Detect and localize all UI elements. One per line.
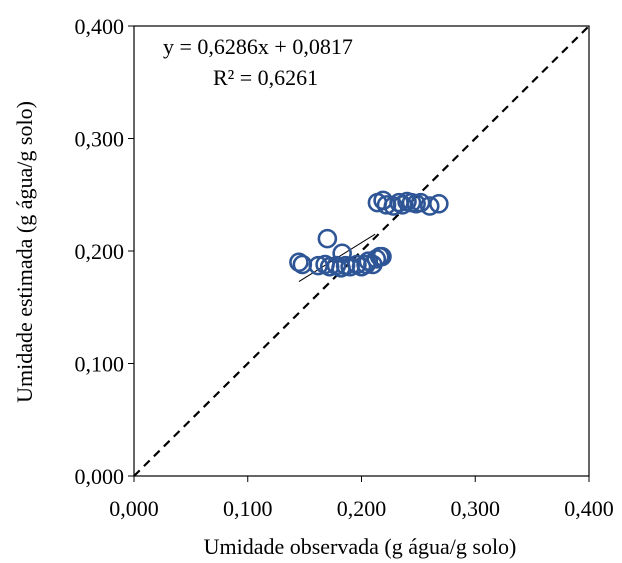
tick-labels: 0,000 0,100 0,200 0,300 0,400 0,000 0,100 0,200…	[75, 14, 614, 521]
data-point	[289, 252, 309, 273]
plot-border	[133, 25, 590, 477]
data-point	[392, 195, 413, 215]
y-tick-label: 0,200	[75, 239, 125, 264]
x-tick-label: 0,200	[337, 496, 387, 521]
data-point	[419, 196, 440, 216]
data-point	[429, 193, 449, 214]
data-point	[358, 251, 379, 271]
x-tick-label: 0,300	[451, 496, 501, 521]
data-point	[332, 243, 352, 264]
data-point	[372, 246, 392, 267]
x-axis-title: Umidade observada (g água/g solo)	[204, 534, 517, 559]
axis-ticks	[128, 25, 590, 482]
y-tick-label: 0,400	[75, 14, 125, 39]
r-squared-label: R² = 0,6261	[213, 65, 318, 90]
data-points	[289, 190, 449, 278]
y-tick-label: 0,000	[75, 464, 125, 489]
y-tick-label: 0,100	[75, 352, 125, 377]
x-tick-label: 0,100	[223, 496, 273, 521]
y-axis-title: Umidade estimada (g água/g solo)	[12, 101, 37, 403]
reference-lines	[133, 25, 590, 477]
plot-frame	[133, 25, 590, 477]
x-tick-label: 0,400	[564, 496, 614, 521]
data-point	[317, 228, 338, 249]
identity-line	[133, 25, 590, 477]
y-tick-label: 0,300	[75, 127, 125, 152]
regression-equation: y = 0,6286x + 0,0817	[163, 34, 353, 59]
x-tick-label: 0,000	[109, 496, 159, 521]
